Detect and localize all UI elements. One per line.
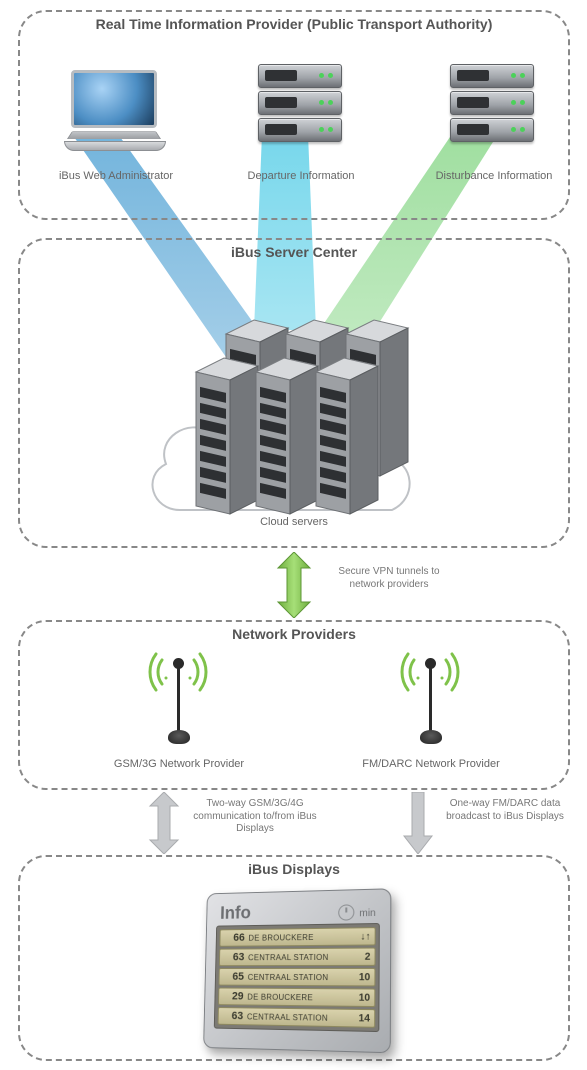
- display-row: 63CENTRAAL STATION2: [219, 947, 376, 966]
- label-gsm-arrow: Two-way GSM/3G/4G communication to/from …: [190, 798, 320, 836]
- display-header-min: min: [359, 908, 376, 919]
- display-rows: 66DE BROUCKERE↓↑ 63CENTRAAL STATION2 65C…: [214, 923, 380, 1032]
- arrow-fm: [398, 792, 438, 854]
- server-disturbance-icon: [450, 64, 534, 145]
- label-admin: iBus Web Administrator: [46, 170, 186, 182]
- cloud-servers-icon: [140, 300, 450, 550]
- laptop-icon: [64, 70, 164, 150]
- label-departure: Departure Information: [226, 170, 376, 182]
- clock-icon: [339, 904, 355, 920]
- label-gsm-provider: GSM/3G Network Provider: [94, 758, 264, 770]
- display-header-info: Info: [220, 903, 251, 924]
- panel-provider-title: Real Time Information Provider (Public T…: [20, 16, 568, 32]
- panel-server-title: iBus Server Center: [20, 244, 568, 260]
- server-departure-icon: [258, 64, 342, 145]
- display-row: 65CENTRAAL STATION10: [218, 968, 375, 986]
- arrow-gsm: [144, 792, 184, 854]
- label-disturbance: Disturbance Information: [416, 170, 572, 182]
- panel-displays-title: iBus Displays: [20, 861, 568, 877]
- panel-network-title: Network Providers: [20, 626, 568, 642]
- label-fm-provider: FM/DARC Network Provider: [346, 758, 516, 770]
- antenna-fm-icon: [380, 656, 480, 746]
- label-fm-arrow: One-way FM/DARC data broadcast to iBus D…: [442, 798, 568, 823]
- arrow-vpn: [270, 552, 318, 618]
- display-row: 66DE BROUCKERE↓↑: [219, 927, 375, 947]
- ibus-display-icon: Info min 66DE BROUCKERE↓↑ 63CENTRAAL STA…: [203, 888, 391, 1053]
- label-vpn: Secure VPN tunnels to network providers: [324, 566, 454, 591]
- antenna-gsm-icon: [128, 656, 228, 746]
- panel-provider: Real Time Information Provider (Public T…: [18, 10, 570, 220]
- panel-network: Network Providers GSM/3G Network Provide…: [18, 620, 570, 790]
- display-row: 29DE BROUCKERE10: [218, 988, 375, 1008]
- display-row: 63CENTRAAL STATION14: [218, 1007, 376, 1028]
